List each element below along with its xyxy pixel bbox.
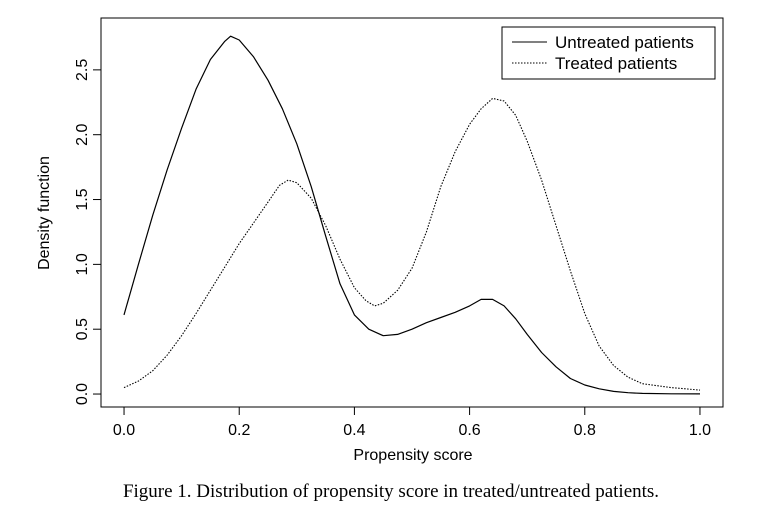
y-tick-label: 0.0	[74, 383, 91, 405]
y-tick-label: 2.0	[74, 123, 91, 145]
x-tick-label: 0.8	[574, 422, 596, 439]
figure-caption: Figure 1. Distribution of propensity sco…	[122, 481, 660, 502]
x-tick-label: 1.0	[689, 422, 711, 439]
legend-label: Treated patients	[555, 54, 677, 73]
y-tick-label: 1.5	[74, 188, 91, 210]
x-tick-label: 0.4	[343, 422, 365, 439]
legend-label: Untreated patients	[555, 33, 694, 52]
x-tick-label: 0.2	[228, 422, 250, 439]
plot-area-frame	[100, 17, 724, 408]
y-axis-label: Density function	[36, 156, 53, 270]
x-tick-label: 0.6	[458, 422, 480, 439]
treated-patients-line	[123, 97, 701, 391]
x-axis-label: Propensity score	[353, 447, 472, 464]
y-axis: 0.0 0.5 1.0 1.5 2.0 2.5	[74, 59, 101, 405]
untreated-patients-line	[123, 35, 701, 395]
x-tick-label: 0.0	[113, 422, 135, 439]
legend: Untreated patients Treated patients	[501, 26, 716, 80]
legend-box	[501, 26, 716, 80]
series-layer	[123, 35, 701, 395]
x-axis: 0.0 0.2 0.4 0.6 0.8 1.0	[113, 407, 711, 439]
y-tick-label: 2.5	[74, 59, 91, 81]
y-tick-label: 1.0	[74, 253, 91, 275]
y-tick-label: 0.5	[74, 318, 91, 340]
